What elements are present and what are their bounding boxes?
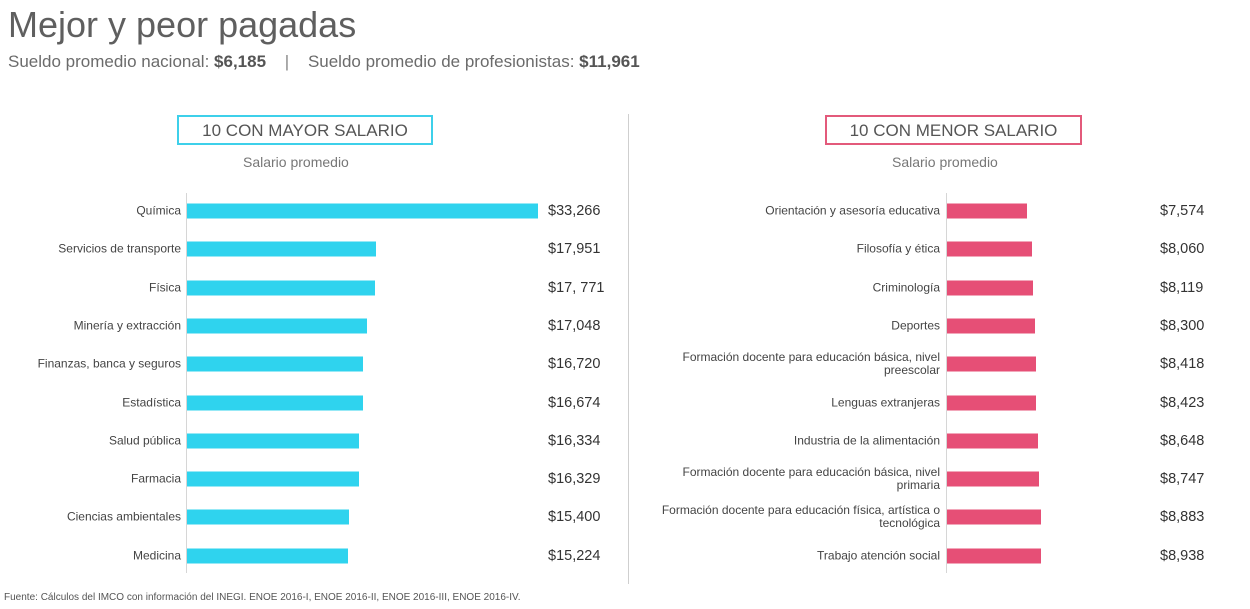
bottom-value-label: $7,574 [1160,203,1205,219]
top-bar [187,395,363,410]
top-category-label: Química [136,203,181,218]
top-bar [187,203,538,219]
top-value-label: $33,266 [548,203,601,219]
bottom-category-label: Criminología [872,280,940,295]
bottom-category-label: Formación docente para educación básica,… [682,350,940,378]
top-bar [187,471,360,487]
bottom-value-label: $8,883 [1160,509,1205,526]
top-bar [187,318,367,334]
national-salary-value: $6,185 [214,52,267,71]
top-chart-xlabel: Salario promedio [243,154,349,170]
top-chart-title: 10 CON MAYOR SALARIO [177,115,433,145]
top-category-label: Minería y extracción [73,318,181,333]
bottom-bar [947,241,1033,257]
bottom-category-label: Filosofía y ética [856,241,940,256]
bottom-value-label: $8,938 [1160,547,1205,564]
top-value-label: $15,400 [548,509,601,526]
bottom-value-label: $8,747 [1160,471,1205,488]
bottom-chart-axis [946,193,947,573]
top-value-label: $16,720 [548,356,601,373]
bottom-bar [947,356,1036,372]
bottom-bar [947,509,1041,525]
top-value-label: $16,334 [548,432,601,449]
top-bar [187,548,348,564]
top-chart-axis [186,193,187,573]
top-bar [187,509,350,525]
top-bar [187,241,377,257]
top-value-label: $15,224 [548,547,601,564]
professional-salary-value: $11,961 [579,52,640,71]
top-category-label: Estadística [122,395,181,409]
bottom-bar [947,548,1042,564]
top-value-label: $17,951 [548,241,601,258]
bottom-category-label: Lenguas extranjeras [831,395,940,409]
top-value-label: $16,674 [548,394,601,411]
source-note: Fuente: Cálculos del IMCO con informació… [4,592,521,603]
top-category-label: Ciencias ambientales [66,509,181,524]
top-bar [187,356,364,372]
bottom-bar [947,433,1039,449]
top-category-label: Física [148,280,181,295]
top-value-label: $17,048 [548,317,601,334]
bottom-value-label: $8,300 [1160,317,1205,334]
bottom-bar [947,471,1040,487]
bottom-bar [947,395,1036,410]
bottom-category-label: Trabajo atención social [817,548,940,563]
top-value-label: $17, 771 [548,279,605,296]
bottom-category-label: Formación docente para educación física,… [661,503,940,531]
top-category-label: Farmacia [130,471,181,486]
bottom-value-label: $8,060 [1160,241,1205,258]
bottom-value-label: $8,119 [1160,279,1204,296]
bottom-value-label: $8,648 [1160,432,1205,449]
professional-salary-label: Sueldo promedio de profesionistas: [307,52,575,71]
national-salary-label: Sueldo promedio nacional: [8,52,210,71]
bottom-category-label: Industria de la alimentación [793,433,940,448]
bottom-chart-title: 10 CON MENOR SALARIO [825,115,1082,145]
page-title: Mejor y peor pagadas [8,4,357,45]
top-category-label: Medicina [132,548,181,563]
bottom-chart-xlabel: Salario promedio [892,154,998,170]
top-category-label: Servicios de transporte [58,241,181,256]
top-bar [187,433,360,449]
page-subtitle: Sueldo promedio nacional: $6,185 | Sueld… [8,52,640,72]
subtitle-separator: | [284,52,290,71]
top-value-label: $16,329 [548,471,601,488]
bottom-value-label: $8,423 [1160,394,1205,411]
bottom-bar [947,280,1033,296]
bottom-bar [947,203,1027,219]
bottom-bar [947,318,1035,334]
bottom-category-label: Deportes [891,318,940,333]
panel-divider [628,114,629,584]
top-bar [187,280,375,296]
bottom-category-label: Orientación y asesoría educativa [765,203,940,218]
bottom-value-label: $8,418 [1160,356,1205,373]
top-category-label: Finanzas, banca y seguros [37,356,181,371]
top-category-label: Salud pública [108,433,181,448]
bottom-category-label: Formación docente para educación básica,… [682,465,940,493]
